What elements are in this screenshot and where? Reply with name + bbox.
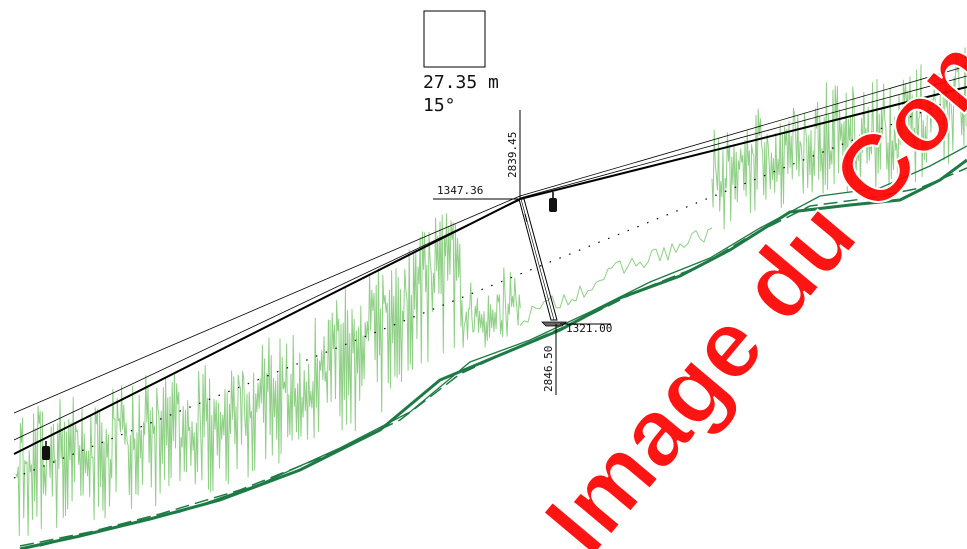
dim-top-label: 2839.45: [506, 132, 519, 178]
cable-upper-right: [519, 65, 967, 197]
legend-distance: 27.35 m: [423, 72, 499, 93]
terrain-line-dashed: [19, 167, 967, 547]
cable-upper-envelope: [13, 195, 521, 414]
legend-box: [423, 10, 486, 68]
pylon-tick: [524, 213, 528, 223]
vegetation-profile: [15, 47, 967, 537]
watermark: Image du Conseil général: [524, 0, 967, 549]
vegetation-right: [711, 47, 967, 230]
gondola-cabin-icon-right: [549, 192, 557, 212]
cable-main-right: [519, 86, 967, 200]
pylon: [433, 110, 611, 395]
vegetation-middle: [329, 213, 521, 432]
legend: 27.35 m 15°: [423, 10, 499, 116]
gondola-cabin-icon-left: [42, 441, 50, 460]
vegetation-ground-line: [519, 227, 713, 326]
dim-bottom-label: 2846.50: [542, 346, 555, 392]
cable-middle-right: [519, 75, 967, 199]
cable-lower-envelope: [13, 199, 521, 441]
cable-main-left: [13, 198, 521, 455]
vegetation-left: [15, 317, 330, 537]
cable-lines: [13, 65, 967, 479]
legend-angle: 15°: [423, 95, 456, 116]
dim-base-label: 1321.00: [566, 322, 612, 335]
pylon-foundation-icon: [541, 321, 567, 327]
pylon-shaft: [518, 198, 558, 321]
dim-left-label: 1347.36: [437, 184, 483, 197]
